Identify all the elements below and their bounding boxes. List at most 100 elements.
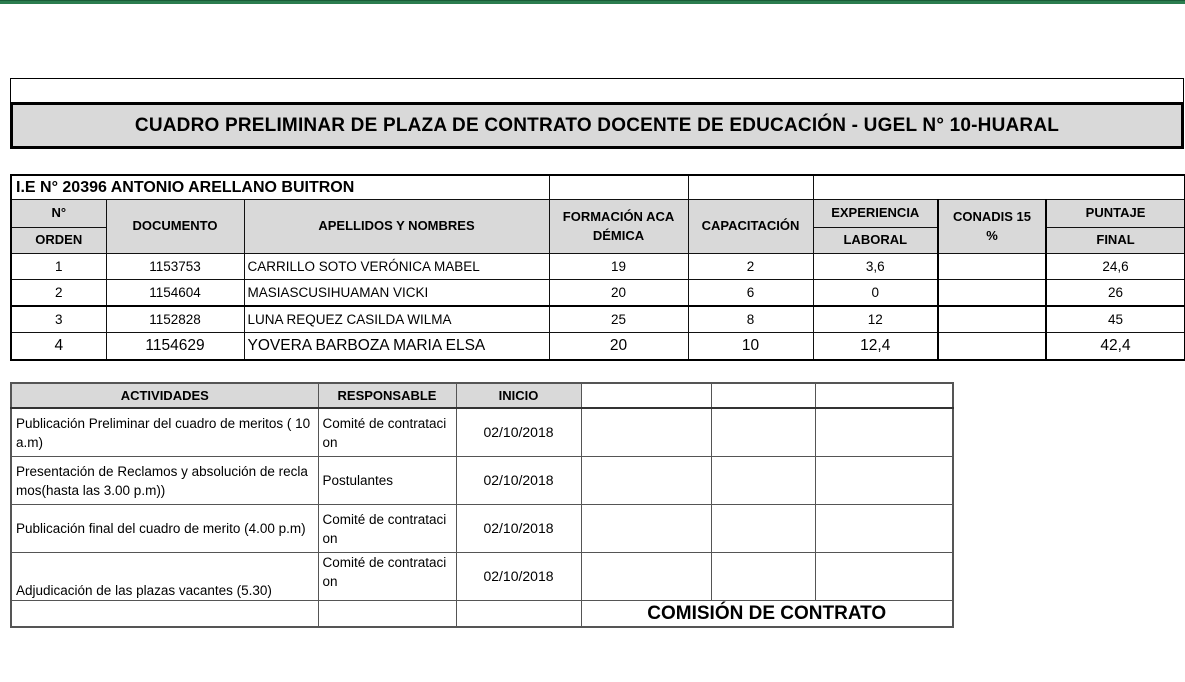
col-header-experiencia: EXPERIENCIA	[812, 199, 939, 228]
school-name: I.E N° 20396 ANTONIO ARELLANO BUITRON	[10, 174, 550, 200]
col-header-final: FINAL	[1045, 227, 1185, 254]
cell-actividad: Publicación final del cuadro de merito (…	[10, 504, 319, 553]
cell-actividad: Presentación de Reclamos y absolución de…	[10, 456, 319, 505]
cell-apellidos: MASIASCUSIHUAMAN VICKI	[243, 279, 550, 307]
school-header-row: I.E N° 20396 ANTONIO ARELLANO BUITRON	[10, 174, 1185, 200]
window-top-accent-bar	[0, 0, 1185, 4]
cell-responsable: Comité de contratacion	[317, 552, 457, 601]
cell-conadis	[937, 279, 1048, 307]
col-header-orden: ORDEN	[10, 227, 107, 254]
col-header-responsable: RESPONSABLE	[317, 382, 457, 409]
merit-row: 4 1154629 YOVERA BARBOZA MARIA ELSA 20 1…	[10, 332, 1185, 361]
cell-conadis	[937, 253, 1048, 280]
cell-puntaje: 45	[1045, 305, 1185, 333]
empty-cell	[580, 382, 712, 409]
cell-orden: 2	[10, 279, 107, 307]
comision-label: COMISIÓN DE CONTRATO	[580, 600, 954, 628]
col-header-laboral: LABORAL	[812, 227, 939, 254]
col-header-capacitacion: CAPACITACIÓN	[687, 199, 814, 254]
empty-cell	[455, 600, 582, 628]
schedule-row: Publicación Preliminar del cuadro de mer…	[10, 407, 954, 457]
col-header-apellidos: APELLIDOS Y NOMBRES	[243, 199, 550, 254]
empty-cell	[710, 456, 816, 505]
empty-cell	[10, 600, 319, 628]
cell-responsable: Postulantes	[317, 456, 457, 505]
cell-formacion: 20	[548, 279, 689, 307]
cell-apellidos: YOVERA BARBOZA MARIA ELSA	[243, 332, 550, 361]
cell-apellidos: CARRILLO SOTO VERÓNICA MABEL	[243, 253, 550, 280]
cell-actividad: Adjudicación de las plazas vacantes (5.3…	[10, 552, 319, 601]
merit-row: 1 1153753 CARRILLO SOTO VERÓNICA MABEL 1…	[10, 253, 1185, 280]
cell-formacion: 19	[548, 253, 689, 280]
cell-conadis	[937, 332, 1048, 361]
cell-inicio: 02/10/2018	[455, 504, 582, 553]
cell-conadis	[937, 305, 1048, 333]
cell-capacitacion: 8	[687, 305, 814, 333]
cell-apellidos: LUNA REQUEZ CASILDA WILMA	[243, 305, 550, 333]
empty-cell	[710, 382, 816, 409]
empty-cell	[580, 552, 712, 601]
cell-experiencia: 0	[812, 279, 939, 307]
merit-table: I.E N° 20396 ANTONIO ARELLANO BUITRON N°…	[10, 174, 1185, 361]
cell-responsable: Comité de contratacion	[317, 407, 457, 457]
cell-inicio: 02/10/2018	[455, 456, 582, 505]
cell-orden: 1	[10, 253, 107, 280]
empty-cell	[814, 552, 954, 601]
empty-cell	[814, 504, 954, 553]
col-header-conadis: CONADIS 15 %	[937, 199, 1048, 254]
cell-documento: 1154604	[105, 279, 245, 307]
empty-cell	[710, 552, 816, 601]
cell-experiencia: 12,4	[812, 332, 939, 361]
cell-documento: 1152828	[105, 305, 245, 333]
schedule-footer-row: COMISIÓN DE CONTRATO	[10, 600, 954, 628]
empty-cell	[710, 504, 816, 553]
empty-cell	[548, 174, 689, 200]
col-header-inicio: INICIO	[455, 382, 582, 409]
schedule-row: Publicación final del cuadro de merito (…	[10, 504, 954, 553]
cell-actividad: Publicación Preliminar del cuadro de mer…	[10, 407, 319, 457]
cell-puntaje: 42,4	[1045, 332, 1185, 361]
empty-cell	[317, 600, 457, 628]
cell-puntaje: 24,6	[1045, 253, 1185, 280]
cell-capacitacion: 10	[687, 332, 814, 361]
schedule-table: ACTIVIDADES RESPONSABLE INICIO Publicaci…	[10, 382, 954, 628]
col-header-puntaje: PUNTAJE	[1045, 199, 1185, 228]
sheet-area: CUADRO PRELIMINAR DE PLAZA DE CONTRATO D…	[10, 0, 1185, 628]
cell-orden: 3	[10, 305, 107, 333]
schedule-row: Adjudicación de las plazas vacantes (5.3…	[10, 552, 954, 601]
empty-cell	[814, 407, 954, 457]
cell-puntaje: 26	[1045, 279, 1185, 307]
schedule-row: Presentación de Reclamos y absolución de…	[10, 456, 954, 505]
empty-cell	[812, 174, 1185, 200]
empty-cell	[710, 407, 816, 457]
empty-cell	[580, 407, 712, 457]
cell-experiencia: 3,6	[812, 253, 939, 280]
merit-header-row-top: N° DOCUMENTO APELLIDOS Y NOMBRES FORMACI…	[10, 199, 1185, 254]
merit-row: 3 1152828 LUNA REQUEZ CASILDA WILMA 25 8…	[10, 305, 1185, 333]
empty-cell	[580, 456, 712, 505]
col-header-documento: DOCUMENTO	[105, 199, 245, 254]
cell-documento: 1154629	[105, 332, 245, 361]
empty-header-row	[10, 78, 1184, 102]
cell-formacion: 20	[548, 332, 689, 361]
cell-responsable: Comité de contratacion	[317, 504, 457, 553]
empty-cell	[814, 456, 954, 505]
cell-orden: 4	[10, 332, 107, 361]
cell-formacion: 25	[548, 305, 689, 333]
col-header-formacion: FORMACIÓN ACADÉMICA	[548, 199, 689, 254]
col-header-actividades: ACTIVIDADES	[10, 382, 319, 409]
col-header-numero: N°	[10, 199, 107, 228]
cell-capacitacion: 6	[687, 279, 814, 307]
merit-row: 2 1154604 MASIASCUSIHUAMAN VICKI 20 6 0 …	[10, 279, 1185, 307]
schedule-header-row: ACTIVIDADES RESPONSABLE INICIO	[10, 382, 954, 409]
empty-cell	[580, 504, 712, 553]
cell-inicio: 02/10/2018	[455, 552, 582, 601]
page-title: CUADRO PRELIMINAR DE PLAZA DE CONTRATO D…	[10, 102, 1184, 149]
cell-capacitacion: 2	[687, 253, 814, 280]
empty-cell	[814, 382, 954, 409]
empty-cell	[687, 174, 814, 200]
cell-inicio: 02/10/2018	[455, 407, 582, 457]
cell-experiencia: 12	[812, 305, 939, 333]
cell-documento: 1153753	[105, 253, 245, 280]
